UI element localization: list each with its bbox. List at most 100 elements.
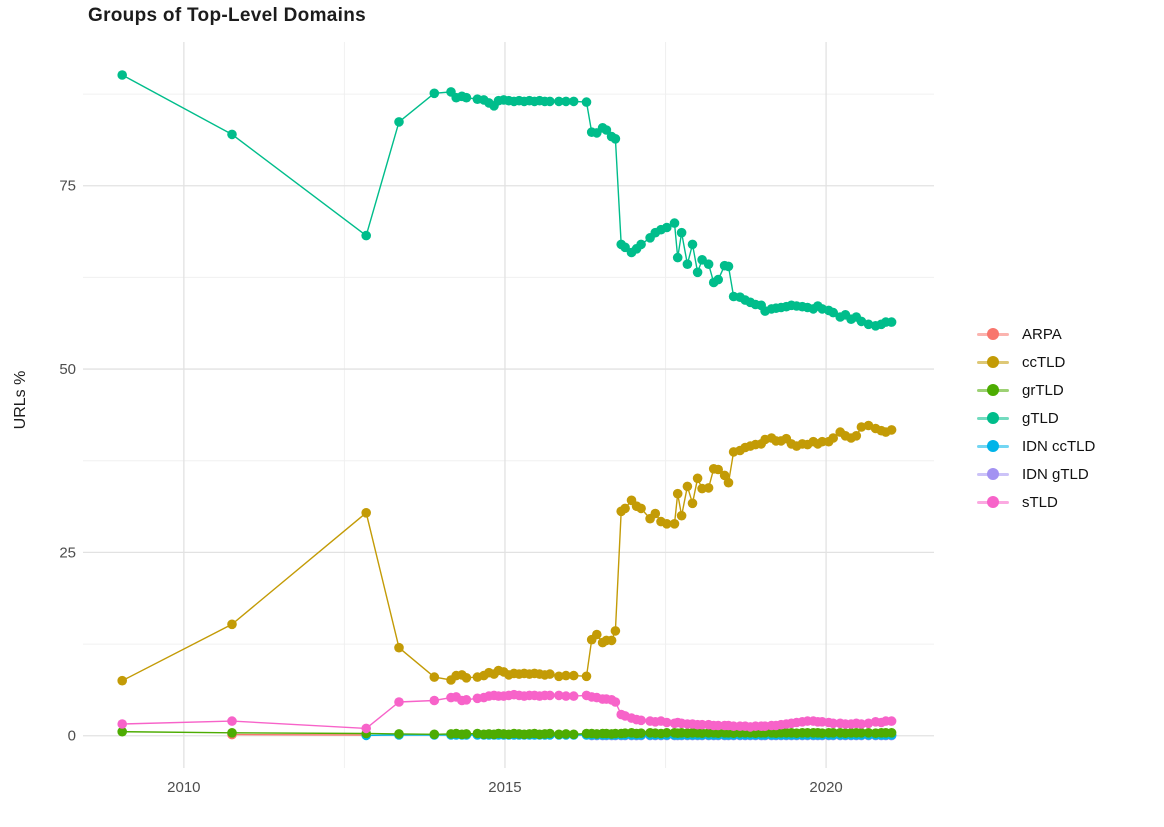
series-point-gTLD xyxy=(394,117,404,127)
series-point-grTLD xyxy=(828,728,838,738)
series-point-sTLD xyxy=(610,697,621,707)
legend-label: IDN ccTLD xyxy=(1022,437,1096,455)
legend-label: ARPA xyxy=(1022,325,1062,343)
series-point-grTLD xyxy=(554,729,564,740)
series-point-grTLD xyxy=(227,728,237,738)
legend-label: sTLD xyxy=(1022,493,1058,511)
series-point-grTLD xyxy=(394,729,404,739)
series-point-gTLD xyxy=(429,88,440,99)
series-point-grTLD xyxy=(856,728,867,738)
series-point-gTLD xyxy=(620,242,630,253)
series-point-ccTLD xyxy=(461,673,472,683)
series-point-sTLD xyxy=(117,719,127,729)
series-point-ccTLD xyxy=(581,671,592,682)
y-tick-label: 50 xyxy=(59,361,76,378)
series-point-gTLD xyxy=(636,239,646,250)
legend-dot-icon xyxy=(987,440,999,452)
series-point-ccTLD xyxy=(545,669,555,679)
series-point-sTLD xyxy=(662,717,672,728)
series-point-grTLD xyxy=(461,729,472,739)
series-point-sTLD xyxy=(429,695,440,706)
y-tick-label: 0 xyxy=(68,728,76,745)
series-point-ccTLD xyxy=(394,642,404,653)
series-point-grTLD xyxy=(429,729,440,740)
series-point-gTLD xyxy=(227,129,237,140)
legend-label: IDN gTLD xyxy=(1022,465,1089,483)
series-line-ccTLD xyxy=(121,424,892,682)
legend-dot-icon xyxy=(987,468,999,480)
legend-label: ccTLD xyxy=(1022,353,1066,371)
legend-key xyxy=(977,467,1009,481)
series-point-sTLD xyxy=(561,691,571,701)
x-tick-label: 2010 xyxy=(167,779,200,796)
x-tick-label: 2020 xyxy=(809,779,842,796)
series-point-ccTLD xyxy=(669,519,680,529)
series-point-sTLD xyxy=(545,690,555,701)
series-point-ccTLD xyxy=(662,519,672,529)
series-point-ccTLD xyxy=(561,670,571,681)
series-point-ccTLD xyxy=(636,503,646,514)
legend-key xyxy=(977,439,1009,453)
series-point-sTLD xyxy=(856,719,867,729)
series-point-gTLD xyxy=(682,259,693,270)
series-point-gTLD xyxy=(461,92,472,103)
series-point-gTLD xyxy=(692,267,703,278)
legend-dot-icon xyxy=(987,496,999,508)
series-point-ccTLD xyxy=(568,670,579,681)
legend-item-sTLD: sTLD xyxy=(977,488,1095,516)
series-point-gTLD xyxy=(545,96,555,107)
series-point-ccTLD xyxy=(687,498,698,509)
series-point-gTLD xyxy=(601,125,612,135)
series-point-ccTLD xyxy=(672,488,683,499)
legend-item-ccTLD: ccTLD xyxy=(977,348,1095,376)
legend-label: grTLD xyxy=(1022,381,1064,399)
series-point-ccTLD xyxy=(828,433,838,443)
series-point-ccTLD xyxy=(703,483,714,493)
series-point-sTLD xyxy=(636,715,646,726)
series-point-grTLD xyxy=(568,729,579,740)
series-point-ccTLD xyxy=(554,671,564,682)
legend: ARPA ccTLD grTLD gTLD IDN ccTLD IDN gTLD sTLD xyxy=(977,320,1095,516)
series-point-gTLD xyxy=(687,239,698,250)
series-point-sTLD xyxy=(461,695,472,705)
series-point-gTLD xyxy=(828,307,838,318)
series-point-gTLD xyxy=(554,96,564,107)
legend-item-IDN-ccTLD: IDN ccTLD xyxy=(977,432,1095,460)
legend-key xyxy=(977,383,1009,397)
series-point-gTLD xyxy=(676,227,687,238)
series-point-gTLD xyxy=(568,96,579,107)
series-point-ccTLD xyxy=(620,503,630,514)
series-point-gTLD xyxy=(662,222,672,233)
series-point-sTLD xyxy=(828,718,838,729)
series-point-ccTLD xyxy=(227,619,237,630)
legend-dot-icon xyxy=(987,328,999,340)
series-point-gTLD xyxy=(713,274,723,285)
legend-dot-icon xyxy=(987,384,999,396)
series-point-gTLD xyxy=(581,97,592,107)
series-point-grTLD xyxy=(117,726,127,737)
series-point-ccTLD xyxy=(723,477,734,488)
series-point-grTLD xyxy=(636,728,646,738)
series-point-grTLD xyxy=(863,728,874,738)
series-point-ccTLD xyxy=(851,431,862,441)
legend-dot-icon xyxy=(987,356,999,368)
series-point-gTLD xyxy=(117,70,127,80)
series-point-ccTLD xyxy=(719,470,730,481)
series-point-grTLD xyxy=(662,728,672,738)
series-point-ccTLD xyxy=(592,629,602,640)
y-tick-label: 75 xyxy=(59,178,76,195)
series-point-sTLD xyxy=(227,716,237,726)
series-point-ccTLD xyxy=(117,675,127,686)
legend-label: gTLD xyxy=(1022,409,1059,427)
series-point-ccTLD xyxy=(886,425,897,435)
x-tick-label: 2015 xyxy=(488,779,521,796)
legend-key xyxy=(977,327,1009,341)
series-point-sTLD xyxy=(554,690,564,701)
series-point-ccTLD xyxy=(429,672,440,682)
legend-key xyxy=(977,355,1009,369)
series-point-sTLD xyxy=(886,716,897,726)
series-point-gTLD xyxy=(723,261,734,272)
series-point-sTLD xyxy=(394,697,404,707)
